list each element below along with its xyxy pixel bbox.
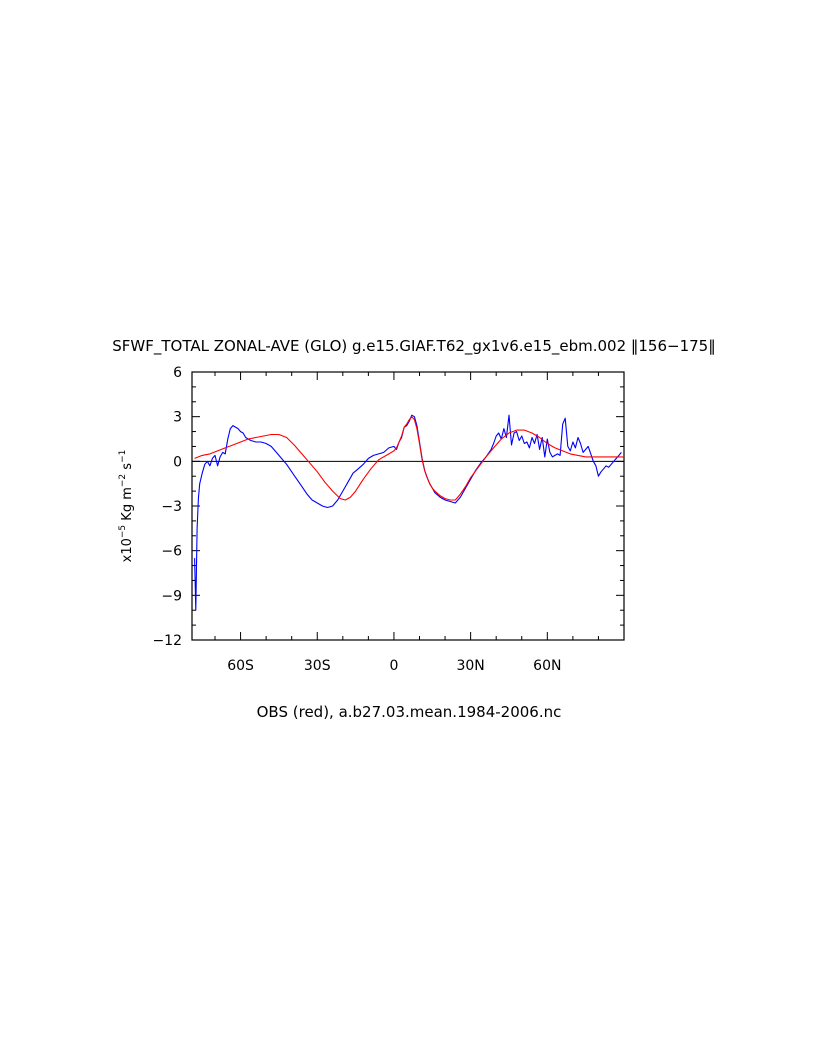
y-tick-label: −9 (161, 588, 182, 604)
x-tick-label: 30S (304, 658, 331, 674)
x-axis: 60S 30S 0 30N 60N (214, 372, 599, 674)
plot-frame (191, 371, 625, 641)
y-tick-label: 6 (173, 365, 182, 381)
y-axis: 6 3 0 −3 −6 −9 −12 (152, 365, 624, 649)
y-tick-label: −12 (152, 633, 182, 649)
y-tick-label: −6 (161, 544, 182, 560)
x-tick-label: 30N (456, 658, 484, 674)
x-tick-label: 60S (227, 658, 254, 674)
y-tick-label: 0 (173, 454, 182, 470)
x-tick-label: 60N (533, 658, 561, 674)
series-group (194, 414, 624, 611)
x-axis-label: OBS (red), a.b27.03.mean.1984-2006.nc (257, 703, 562, 721)
x-tick-label: 0 (389, 658, 398, 674)
y-axis-label: x10−5 Kg m−2 s−1 (118, 450, 135, 563)
chart-title: SFWF_TOTAL ZONAL-AVE (GLO) g.e15.GIAF.T6… (112, 337, 715, 356)
plot-area (191, 371, 625, 641)
series-line-1 (194, 416, 624, 501)
series-line-0 (194, 414, 622, 611)
y-tick-label: −3 (161, 499, 182, 515)
y-tick-label: 3 (173, 410, 182, 426)
